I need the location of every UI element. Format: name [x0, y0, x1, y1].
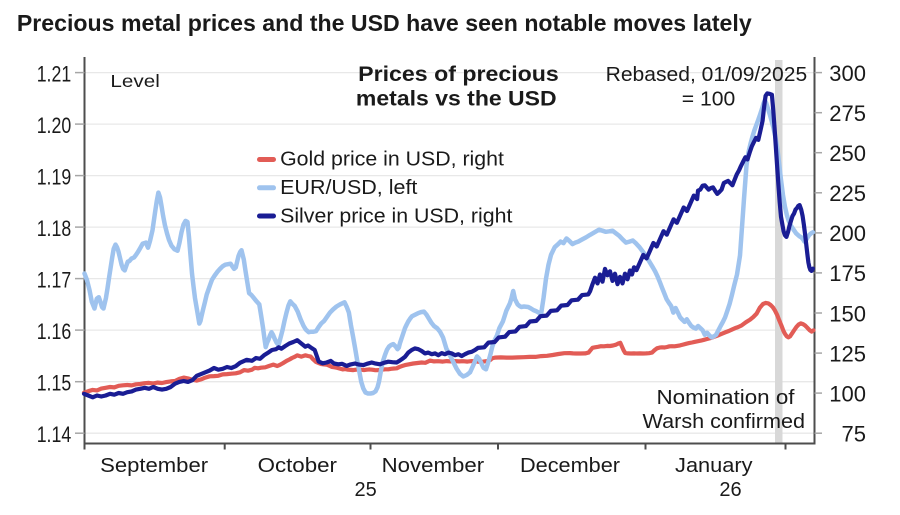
svg-text:125: 125 [829, 341, 866, 366]
svg-text:Precious metal prices and the: Precious metal prices and the USD have s… [17, 10, 752, 36]
svg-text:25: 25 [354, 479, 376, 501]
svg-text:275: 275 [829, 101, 866, 126]
svg-text:175: 175 [829, 261, 866, 286]
svg-text:Prices of precious: Prices of precious [358, 63, 559, 86]
svg-text:1.21: 1.21 [37, 62, 72, 87]
svg-text:1.14: 1.14 [37, 422, 72, 447]
svg-text:1.19: 1.19 [37, 165, 72, 190]
svg-text:150: 150 [829, 301, 866, 326]
svg-text:1.16: 1.16 [37, 319, 72, 344]
svg-text:September: September [100, 455, 208, 477]
svg-text:= 100: = 100 [682, 89, 736, 111]
svg-text:1.15: 1.15 [37, 371, 72, 396]
svg-text:1.20: 1.20 [37, 113, 72, 138]
svg-text:October: October [258, 455, 338, 477]
svg-text:January: January [675, 455, 753, 477]
svg-text:26: 26 [719, 479, 741, 501]
svg-text:225: 225 [829, 181, 866, 206]
svg-text:metals vs the USD: metals vs the USD [356, 88, 557, 111]
svg-text:Warsh confirmed: Warsh confirmed [643, 411, 806, 433]
svg-text:Nomination of: Nomination of [657, 387, 795, 409]
svg-text:100: 100 [829, 381, 866, 406]
svg-text:November: November [382, 455, 485, 477]
svg-text:300: 300 [829, 61, 866, 86]
svg-text:Silver price in USD, right: Silver price in USD, right [280, 205, 513, 227]
svg-text:200: 200 [829, 221, 866, 246]
svg-text:Gold price in USD, right: Gold price in USD, right [280, 149, 504, 171]
svg-text:Rebased, 01/09/2025: Rebased, 01/09/2025 [606, 64, 808, 86]
svg-text:EUR/USD, left: EUR/USD, left [280, 177, 418, 199]
svg-text:December: December [520, 455, 620, 477]
svg-text:Level: Level [110, 71, 159, 91]
svg-text:75: 75 [842, 422, 866, 447]
svg-text:1.17: 1.17 [37, 268, 72, 293]
svg-text:1.18: 1.18 [37, 216, 72, 241]
svg-text:250: 250 [829, 141, 866, 166]
